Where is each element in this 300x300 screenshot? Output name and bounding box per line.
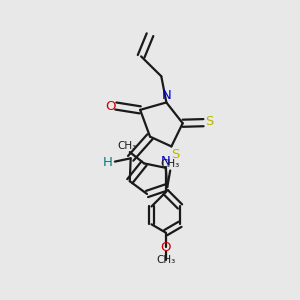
Text: O: O: [105, 100, 116, 112]
Text: N: N: [161, 89, 171, 102]
Text: CH₃: CH₃: [156, 255, 176, 265]
Text: N: N: [161, 155, 171, 168]
Text: H: H: [103, 156, 113, 169]
Text: O: O: [160, 241, 171, 254]
Text: S: S: [205, 115, 213, 128]
Text: CH₃: CH₃: [160, 159, 180, 169]
Text: CH₃: CH₃: [118, 140, 137, 151]
Text: S: S: [171, 148, 179, 161]
